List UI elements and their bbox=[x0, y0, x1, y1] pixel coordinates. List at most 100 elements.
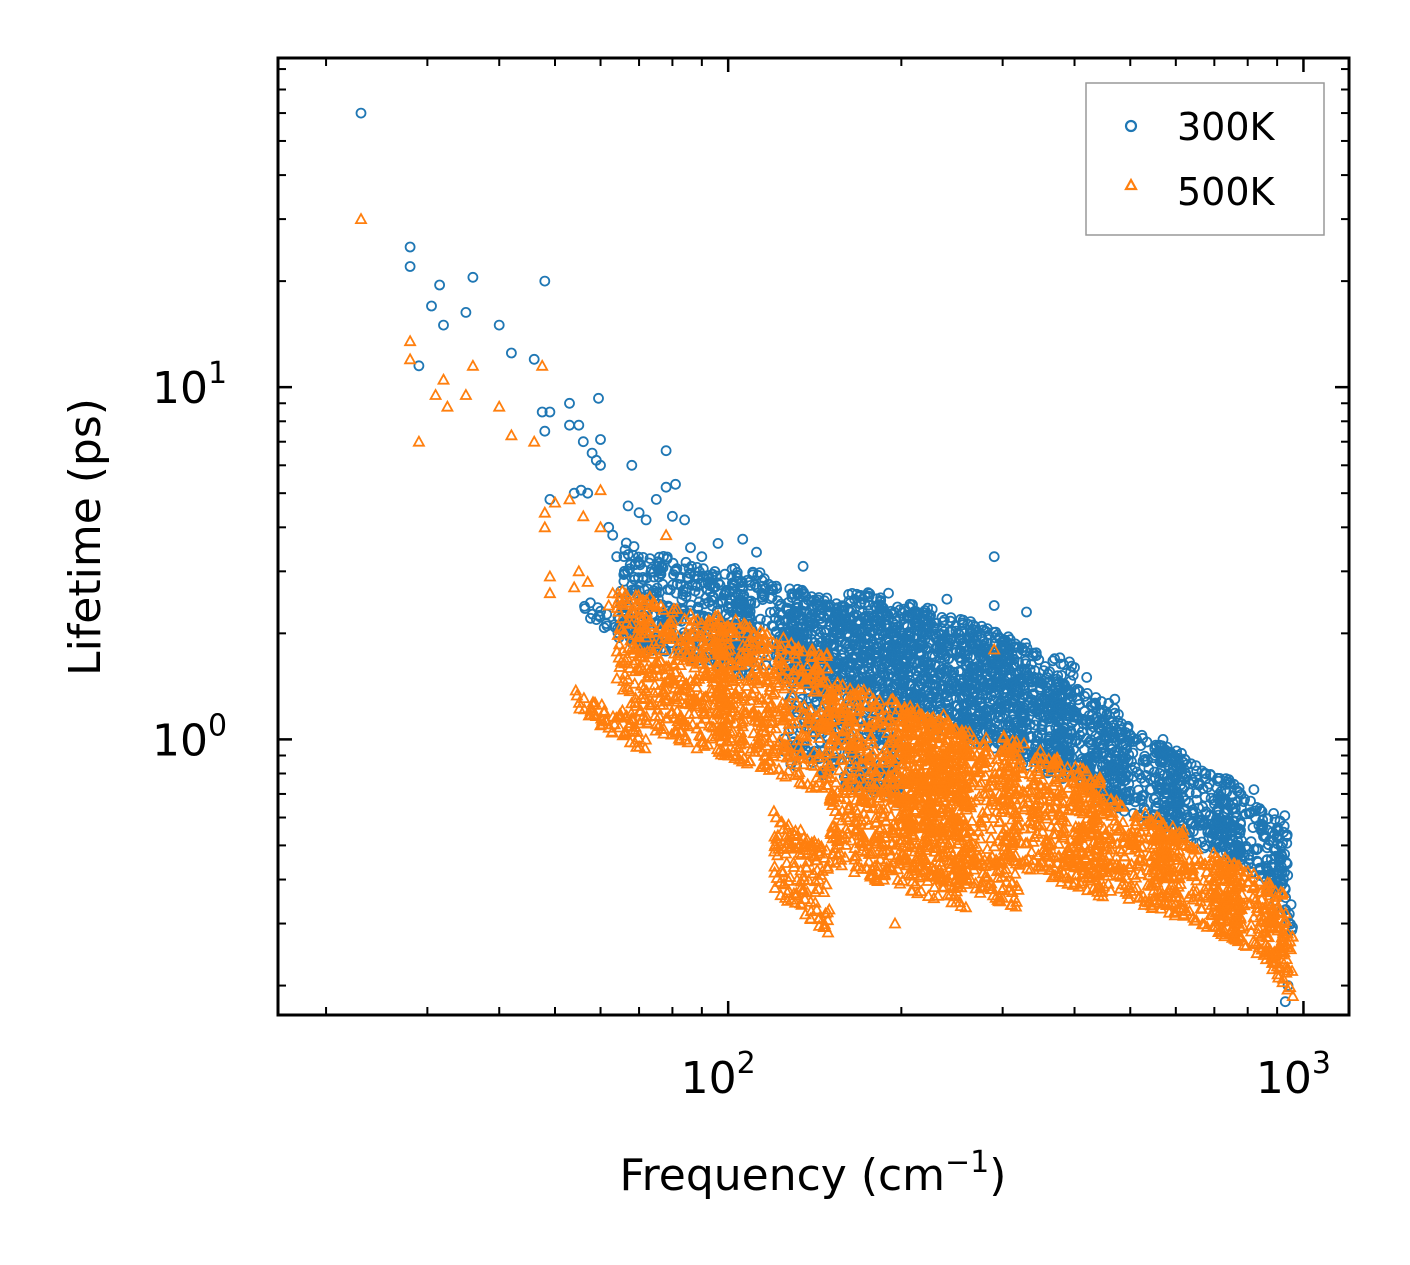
point-500k bbox=[667, 646, 681, 659]
point-300k bbox=[772, 595, 783, 607]
point-500k bbox=[651, 684, 665, 696]
point-500k bbox=[704, 681, 719, 694]
point-300k bbox=[652, 556, 664, 568]
point-500k bbox=[682, 707, 696, 719]
point-500k bbox=[726, 701, 740, 713]
point-500k bbox=[760, 691, 774, 704]
point-300k bbox=[1157, 734, 1169, 745]
point-500k bbox=[701, 624, 715, 637]
point-300k bbox=[817, 616, 829, 627]
point-300k bbox=[1054, 680, 1066, 692]
point-500k bbox=[687, 614, 701, 626]
point-500k bbox=[821, 705, 836, 717]
point-300k bbox=[607, 529, 619, 541]
point-500k bbox=[662, 632, 676, 644]
point-500k bbox=[789, 695, 803, 708]
point-300k bbox=[1232, 785, 1243, 797]
point-300k bbox=[1084, 715, 1095, 726]
point-300k bbox=[996, 641, 1008, 652]
point-300k bbox=[1123, 778, 1135, 790]
point-500k bbox=[812, 731, 826, 743]
point-300k bbox=[965, 616, 976, 627]
point-500k bbox=[648, 597, 662, 610]
point-500k bbox=[778, 701, 792, 713]
point-500k bbox=[769, 810, 783, 823]
point-500k bbox=[697, 739, 711, 751]
point-500k bbox=[738, 736, 752, 748]
point-500k bbox=[744, 707, 758, 719]
point-500k bbox=[793, 775, 807, 788]
point-500k bbox=[754, 637, 768, 650]
point-300k bbox=[1150, 772, 1161, 784]
point-300k bbox=[982, 706, 994, 718]
point-500k bbox=[647, 636, 661, 649]
point-300k bbox=[1183, 815, 1195, 826]
point-300k bbox=[593, 392, 604, 404]
point-300k bbox=[1027, 689, 1039, 701]
point-300k bbox=[1073, 722, 1085, 734]
point-500k bbox=[612, 720, 627, 733]
point-300k bbox=[1140, 770, 1152, 781]
point-500k bbox=[637, 692, 651, 704]
point-300k bbox=[1211, 818, 1223, 830]
point-300k bbox=[595, 459, 606, 471]
point-500k bbox=[771, 738, 785, 751]
point-300k bbox=[941, 593, 953, 605]
point-300k bbox=[1164, 783, 1176, 794]
point-500k bbox=[775, 749, 789, 762]
point-500k bbox=[634, 626, 648, 639]
point-300k bbox=[1069, 662, 1080, 673]
point-500k bbox=[798, 707, 812, 720]
point-500k bbox=[709, 703, 723, 716]
point-500k bbox=[737, 689, 751, 701]
point-300k bbox=[889, 681, 901, 693]
point-500k bbox=[808, 885, 822, 897]
point-300k bbox=[1073, 686, 1085, 697]
point-500k bbox=[699, 711, 713, 724]
point-500k bbox=[772, 650, 786, 663]
point-300k bbox=[1124, 736, 1136, 748]
point-300k bbox=[668, 569, 679, 581]
point-300k bbox=[729, 563, 741, 574]
point-500k bbox=[623, 735, 637, 748]
point-300k bbox=[1214, 791, 1226, 803]
point-500k bbox=[795, 745, 809, 758]
point-500k bbox=[689, 699, 703, 712]
point-300k bbox=[712, 538, 724, 549]
point-500k bbox=[613, 660, 627, 672]
point-300k bbox=[1108, 763, 1120, 775]
point-500k bbox=[770, 662, 784, 674]
point-300k bbox=[1128, 736, 1140, 747]
point-300k bbox=[629, 559, 641, 570]
point-300k bbox=[980, 643, 991, 654]
point-300k bbox=[736, 576, 748, 587]
point-500k bbox=[820, 646, 834, 659]
point-300k bbox=[626, 459, 638, 471]
point-500k bbox=[620, 680, 634, 692]
point-500k bbox=[648, 656, 662, 669]
point-300k bbox=[1049, 688, 1061, 700]
point-500k bbox=[776, 630, 790, 643]
point-500k bbox=[772, 762, 786, 775]
point-500k bbox=[615, 584, 629, 596]
point-300k bbox=[727, 582, 738, 594]
point-300k bbox=[1167, 816, 1178, 828]
point-300k bbox=[766, 580, 778, 592]
point-300k bbox=[832, 602, 843, 613]
point-500k bbox=[740, 679, 754, 691]
point-300k bbox=[1139, 776, 1150, 788]
point-500k bbox=[791, 767, 805, 779]
point-500k bbox=[745, 666, 759, 679]
point-500k bbox=[621, 641, 635, 654]
point-300k bbox=[1277, 838, 1288, 849]
point-500k bbox=[699, 701, 713, 714]
point-300k bbox=[1173, 797, 1184, 808]
point-500k bbox=[652, 709, 666, 722]
point-300k bbox=[1279, 810, 1291, 822]
point-500k bbox=[787, 886, 801, 899]
point-300k bbox=[891, 616, 903, 627]
point-300k bbox=[1050, 722, 1062, 733]
point-500k bbox=[643, 669, 657, 681]
point-300k bbox=[955, 614, 966, 625]
point-500k bbox=[874, 846, 888, 859]
